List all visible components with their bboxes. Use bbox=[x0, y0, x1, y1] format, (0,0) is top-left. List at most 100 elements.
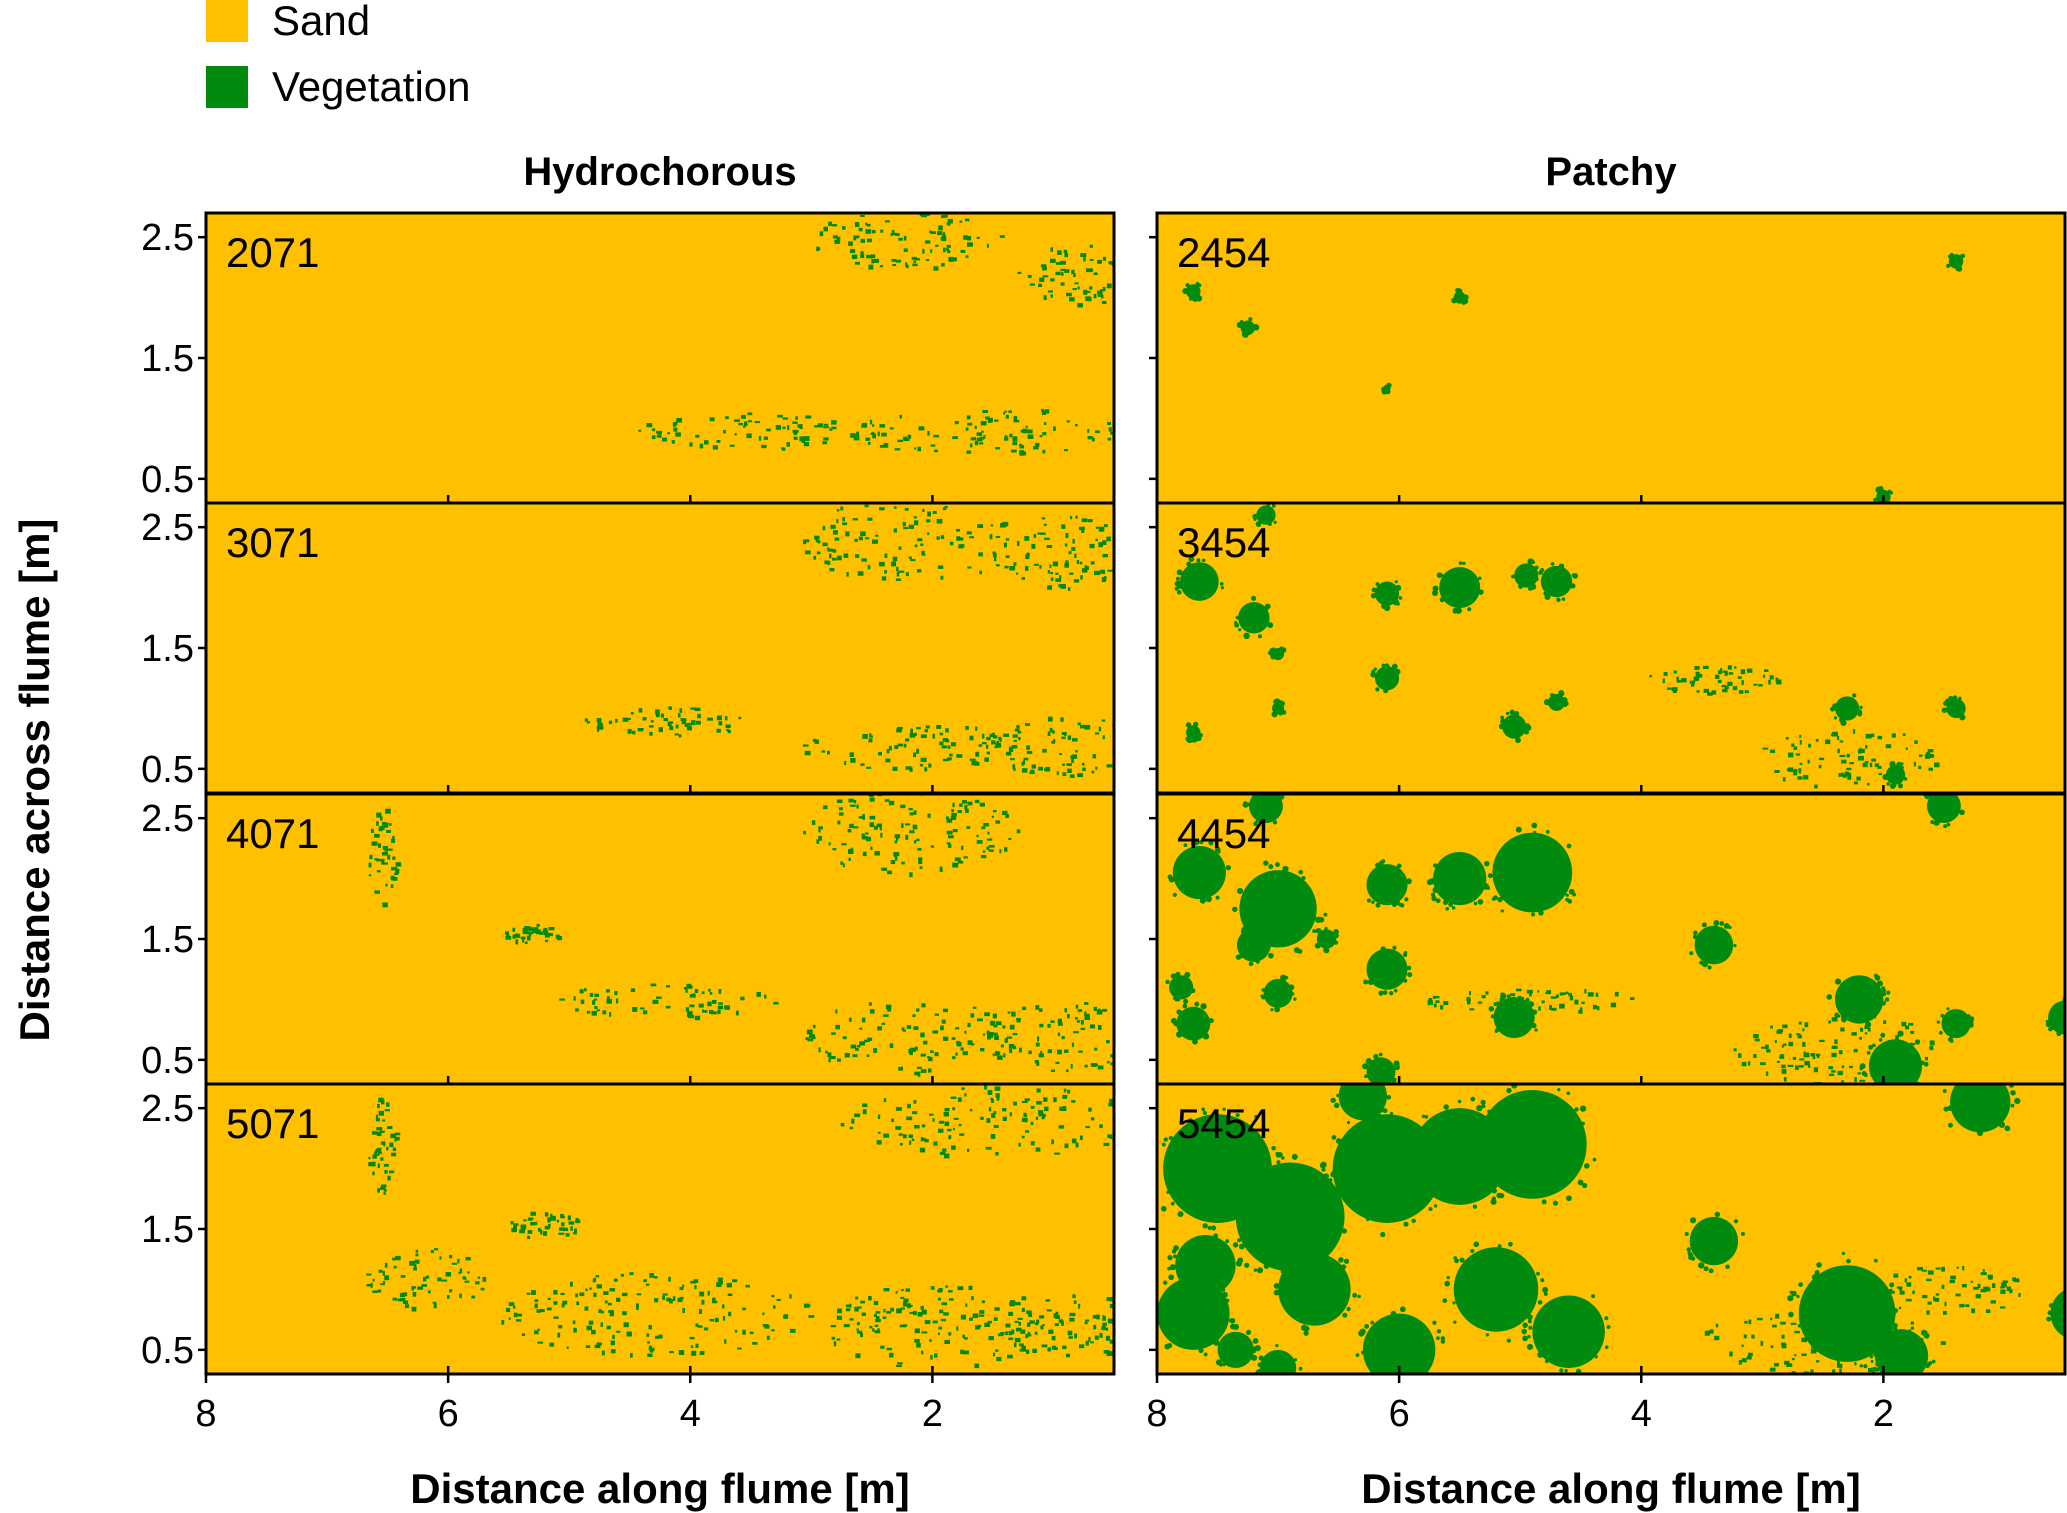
vegetation-speck bbox=[1121, 754, 1127, 758]
vegetation-speck bbox=[1333, 928, 1339, 935]
vegetation-speck bbox=[840, 861, 843, 865]
vegetation-speck bbox=[1352, 1292, 1358, 1298]
vegetation-speck bbox=[383, 862, 389, 865]
vegetation-speck bbox=[1034, 1331, 1038, 1335]
vegetation-speck bbox=[1584, 1163, 1590, 1169]
vegetation-speck bbox=[1315, 927, 1322, 934]
vegetation-speck bbox=[803, 830, 807, 835]
vegetation-speck bbox=[960, 845, 964, 851]
vegetation-speck bbox=[938, 225, 943, 231]
vegetation-speck bbox=[995, 446, 1001, 450]
vegetation-speck bbox=[948, 745, 951, 749]
vegetation-speck bbox=[1008, 1330, 1013, 1336]
vegetation-speck bbox=[1565, 893, 1569, 897]
vegetation-speck bbox=[1863, 1364, 1868, 1369]
vegetation-speck bbox=[1544, 1359, 1549, 1364]
vegetation-speck bbox=[999, 737, 1002, 742]
vegetation-speck bbox=[1886, 990, 1891, 995]
vegetation-speck bbox=[914, 1046, 918, 1051]
vegetation-speck bbox=[1926, 752, 1931, 757]
vegetation-speck bbox=[662, 1293, 668, 1296]
vegetation-speck bbox=[707, 1001, 712, 1007]
vegetation-speck bbox=[909, 812, 914, 816]
vegetation-speck bbox=[932, 1030, 939, 1034]
vegetation-speck bbox=[1903, 1069, 1909, 1072]
vegetation-speck bbox=[865, 832, 869, 835]
vegetation-speck bbox=[909, 1311, 916, 1314]
vegetation-speck bbox=[866, 1054, 870, 1058]
vegetation-speck bbox=[1011, 744, 1018, 749]
vegetation-speck bbox=[959, 803, 963, 807]
vegetation-speck bbox=[699, 443, 704, 449]
vegetation-speck bbox=[881, 432, 887, 437]
vegetation-speck bbox=[399, 1297, 406, 1302]
vegetation-speck bbox=[1849, 1345, 1853, 1348]
vegetation-speck bbox=[392, 1297, 398, 1301]
x-tick-label: 2 bbox=[1873, 1393, 1894, 1435]
vegetation-speck bbox=[1101, 1327, 1107, 1331]
vegetation-speck bbox=[781, 447, 784, 450]
vegetation-speck bbox=[1057, 1049, 1062, 1055]
vegetation-speck bbox=[1500, 718, 1506, 725]
vegetation-speck bbox=[896, 1308, 902, 1314]
vegetation-speck bbox=[1905, 1298, 1912, 1302]
vegetation-speck bbox=[1456, 288, 1463, 295]
vegetation-speck bbox=[2000, 1289, 2006, 1294]
vegetation-speck bbox=[969, 758, 976, 761]
vegetation-speck bbox=[553, 1289, 558, 1295]
vegetation-speck bbox=[562, 1300, 568, 1305]
vegetation-speck bbox=[397, 1298, 402, 1302]
vegetation-speck bbox=[1258, 1355, 1265, 1361]
vegetation-speck bbox=[570, 1226, 573, 1231]
vegetation-speck bbox=[925, 241, 931, 244]
vegetation-speck bbox=[1035, 1322, 1039, 1326]
vegetation-speck bbox=[1962, 1265, 1965, 1271]
vegetation-speck bbox=[1936, 1020, 1941, 1024]
vegetation-speck bbox=[1561, 697, 1568, 703]
vegetation-speck bbox=[1448, 902, 1453, 907]
vegetation-speck bbox=[1913, 761, 1916, 767]
vegetation-speck bbox=[667, 432, 670, 435]
vegetation-speck bbox=[1431, 895, 1437, 902]
vegetation-speck bbox=[1095, 538, 1098, 542]
vegetation-speck bbox=[1896, 1350, 1901, 1355]
vegetation-speck bbox=[1035, 1116, 1039, 1120]
vegetation-speck bbox=[1186, 561, 1192, 567]
vegetation-speck bbox=[1877, 765, 1882, 769]
vegetation-patch bbox=[1689, 1216, 1739, 1266]
vegetation-speck bbox=[1886, 1360, 1891, 1365]
vegetation-speck bbox=[872, 539, 878, 544]
vegetation-patch bbox=[1532, 1295, 1605, 1368]
vegetation-speck bbox=[1737, 676, 1742, 679]
vegetation-speck bbox=[1235, 1260, 1243, 1267]
vegetation-speck bbox=[1016, 572, 1019, 575]
vegetation-speck bbox=[821, 750, 826, 753]
vegetation-speck bbox=[966, 826, 971, 829]
vegetation-speck bbox=[1834, 978, 1842, 985]
vegetation-speck bbox=[746, 433, 752, 439]
vegetation-speck bbox=[1085, 1319, 1090, 1322]
vegetation-speck bbox=[1171, 1249, 1177, 1254]
vegetation-speck bbox=[1063, 449, 1069, 452]
vegetation-speck bbox=[1008, 1043, 1015, 1049]
vegetation-speck bbox=[1065, 1353, 1071, 1358]
vegetation-speck bbox=[1144, 733, 1150, 738]
vegetation-speck bbox=[1518, 583, 1524, 589]
vegetation-speck bbox=[1551, 1007, 1557, 1011]
vegetation-speck bbox=[758, 436, 762, 441]
vegetation-speck bbox=[1090, 1117, 1095, 1121]
vegetation-speck bbox=[1003, 412, 1006, 415]
vegetation-speck bbox=[1443, 1001, 1449, 1006]
vegetation-speck bbox=[1009, 1301, 1015, 1307]
vegetation-speck bbox=[890, 859, 896, 865]
vegetation-speck bbox=[914, 1338, 920, 1343]
vegetation-speck bbox=[376, 1127, 383, 1131]
vegetation-speck bbox=[1818, 757, 1825, 761]
vegetation-speck bbox=[1339, 1257, 1344, 1262]
vegetation-speck bbox=[1869, 1354, 1874, 1359]
vegetation-speck bbox=[395, 1255, 401, 1261]
vegetation-speck bbox=[1833, 716, 1838, 720]
vegetation-speck bbox=[861, 1042, 865, 1046]
vegetation-speck bbox=[1026, 750, 1033, 754]
vegetation-speck bbox=[919, 866, 923, 870]
